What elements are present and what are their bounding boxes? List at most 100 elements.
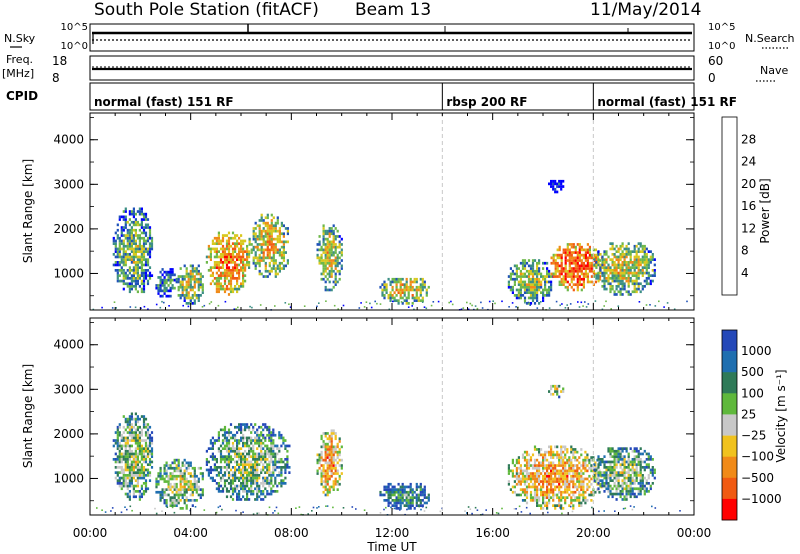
- heatmap-cell: [531, 453, 535, 457]
- heatmap-cell: [552, 493, 555, 497]
- heatmap-cell: [328, 456, 331, 459]
- heatmap-cell: [140, 226, 143, 229]
- heatmap-cell: [124, 277, 127, 280]
- heatmap-cell: [338, 245, 341, 249]
- heatmap-cell: [576, 243, 579, 246]
- heatmap-cell: [556, 256, 559, 260]
- heatmap-cell: [411, 496, 414, 499]
- heatmap-cell: [615, 277, 618, 280]
- heatmap-cell: [189, 299, 192, 302]
- heatmap-cell: [118, 425, 121, 429]
- heatmap-cell: [560, 283, 563, 286]
- heatmap-cell: [627, 285, 630, 288]
- heatmap-cell: [595, 274, 598, 277]
- heatmap-cell: [236, 495, 239, 499]
- heatmap-cell: [649, 484, 652, 488]
- heatmap-cell: [229, 487, 233, 491]
- heatmap-cell: [150, 274, 154, 277]
- heatmap-cell: [248, 474, 251, 477]
- heatmap-cell: [564, 488, 567, 491]
- heatmap-cell: [570, 269, 573, 273]
- heatmap-cell: [607, 487, 610, 491]
- heatmap-cell: [270, 460, 273, 464]
- heatmap-cell: [193, 499, 196, 502]
- heatmap-cell: [238, 455, 241, 458]
- heatmap-cell: [574, 456, 577, 459]
- heatmap-cell: [407, 294, 410, 297]
- heatmap-cell: [322, 472, 325, 475]
- heatmap-cell: [236, 460, 239, 464]
- heatmap-cell: [580, 464, 583, 467]
- heatmap-cell: [189, 488, 192, 491]
- heatmap-cell: [274, 267, 277, 270]
- heatmap-cell: [576, 283, 579, 286]
- heatmap-cell: [558, 485, 561, 489]
- heatmap-cell: [556, 248, 559, 252]
- heatmap-cell: [401, 490, 404, 494]
- heatmap-cell: [132, 476, 135, 480]
- heatmap-cell: [566, 461, 569, 465]
- heatmap-cell: [264, 452, 267, 456]
- heatmap-cell: [197, 299, 200, 302]
- heatmap-cell: [234, 460, 237, 464]
- heatmap-cell: [248, 266, 251, 269]
- heatmap-cell: [234, 474, 237, 477]
- heatmap-cell: [142, 425, 146, 429]
- heatmap-cell: [544, 283, 547, 286]
- heatmap-cell: [246, 261, 249, 264]
- heatmap-cell: [278, 449, 281, 453]
- heatmap-cell: [213, 441, 216, 445]
- heatmap-cell: [556, 253, 559, 257]
- heatmap-cell: [409, 485, 412, 489]
- heatmap-cell: [590, 469, 593, 473]
- heatmap-cell: [556, 269, 559, 273]
- heatmap-cell: [633, 282, 636, 286]
- heatmap-cell: [635, 253, 638, 256]
- heatmap-cell: [623, 474, 626, 477]
- heatmap-cell: [594, 490, 597, 494]
- heatmap-cell: [128, 466, 131, 469]
- heatmap-cell: [134, 220, 137, 224]
- heatmap-cell: [221, 239, 225, 243]
- heatmap-cell: [167, 474, 170, 478]
- heatmap-cell: [617, 285, 620, 288]
- heatmap-cell: [322, 237, 325, 241]
- heatmap-cell: [183, 464, 186, 467]
- heatmap-cell: [234, 277, 237, 280]
- heatmap-cell: [227, 253, 231, 256]
- heatmap-cell: [332, 235, 335, 238]
- heatmap-cell: [320, 445, 323, 449]
- heatmap-cell: [227, 452, 231, 456]
- heatmap-cell: [140, 231, 143, 235]
- heatmap-cell: [140, 455, 143, 458]
- heatmap-cell: [215, 263, 218, 267]
- heatmap-cell: [594, 248, 597, 252]
- heatmap-cell: [193, 280, 196, 284]
- heatmap-cell: [189, 288, 192, 292]
- heatmap-cell: [138, 471, 141, 474]
- heatmap-cell: [641, 269, 644, 272]
- heatmap-cell: [227, 490, 231, 493]
- heatmap-cell: [401, 288, 404, 292]
- heatmap-cell: [525, 302, 529, 305]
- heatmap-cell: [515, 461, 518, 465]
- heatmap-cell: [240, 250, 243, 253]
- heatmap-cell: [118, 423, 121, 426]
- heatmap-cell: [629, 293, 632, 296]
- heatmap-cell: [523, 488, 527, 491]
- heatmap-cell: [116, 263, 119, 267]
- heatmap-cell: [272, 229, 275, 233]
- heatmap-cell: [393, 499, 396, 502]
- heatmap-cell: [130, 255, 133, 259]
- heatmap-cell: [332, 243, 335, 246]
- heatmap-cell: [161, 273, 164, 277]
- heatmap-cell: [564, 472, 567, 475]
- heatmap-cell: [533, 448, 537, 451]
- heatmap-cell: [564, 248, 567, 252]
- heatmap-cell: [330, 248, 333, 252]
- heatmap-cell: [558, 477, 561, 481]
- heatmap-cell: [523, 291, 527, 294]
- heatmap-cell: [617, 447, 620, 450]
- heatmap-cell: [588, 251, 591, 254]
- heatmap-cell: [574, 275, 577, 278]
